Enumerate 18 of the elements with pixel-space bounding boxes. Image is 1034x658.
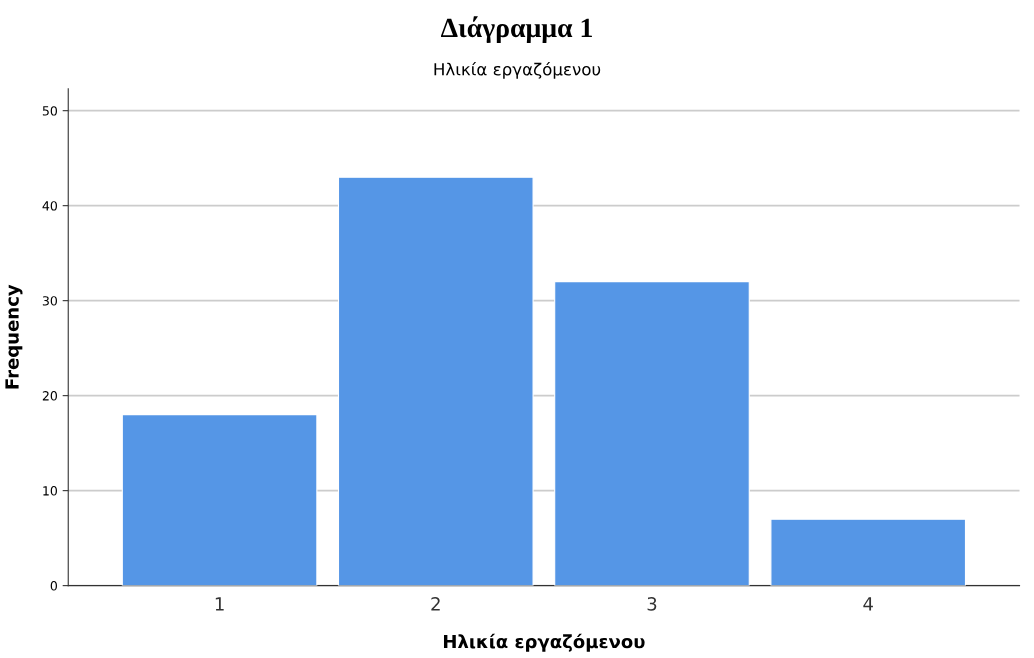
- bar: [770, 518, 967, 586]
- bar: [337, 176, 534, 586]
- bar: [554, 281, 750, 586]
- x-tick-label: 3: [647, 597, 657, 611]
- x-tick-label: 1: [215, 597, 224, 611]
- y-tick-label: 40: [42, 201, 57, 211]
- y-axis-title: Frequency: [5, 284, 23, 389]
- chart-title: Διάγραμμα 1: [441, 16, 592, 43]
- y-tick-label: 20: [42, 391, 57, 401]
- x-tick-label: 2: [431, 597, 440, 611]
- y-tick-label: 10: [43, 486, 57, 496]
- x-tick-label: 4: [863, 597, 873, 611]
- y-tick-label: 50: [42, 106, 57, 116]
- y-tick-label: 0: [50, 581, 57, 591]
- x-axis-title: Ηλικία εργαζόμενου: [443, 633, 645, 652]
- chart-subtitle: Ηλικία εργαζόμενου: [434, 61, 601, 79]
- y-tick-label: 30: [42, 296, 57, 306]
- bar: [121, 414, 318, 586]
